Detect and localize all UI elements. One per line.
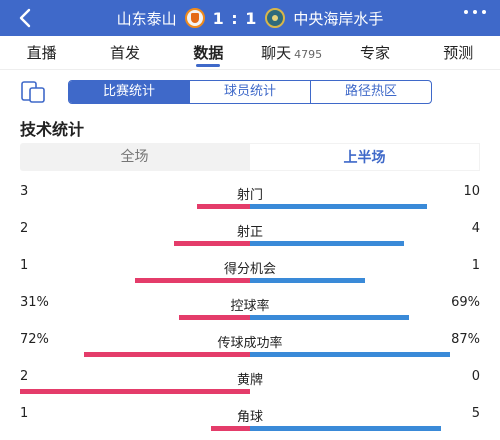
home-value: 2	[20, 221, 29, 236]
stat-row: 1 角球 5	[0, 402, 500, 439]
period-full-match[interactable]: 全场	[120, 149, 149, 165]
home-bar	[174, 241, 250, 246]
subtab-player-stats[interactable]: 球员统计	[190, 81, 311, 103]
stat-row: 2 射正 4	[0, 217, 500, 254]
away-value: 0	[471, 369, 480, 384]
home-bar	[20, 389, 250, 394]
stat-name: 黄牌	[236, 373, 263, 388]
tab-prediction[interactable]: 预测	[417, 36, 500, 69]
more-options-icon[interactable]	[464, 10, 486, 14]
subtab-match-stats[interactable]: 比赛统计	[69, 81, 190, 103]
away-value: 4	[471, 221, 480, 236]
tab-label: 直播	[26, 44, 57, 62]
tab-label: 专家	[359, 44, 390, 62]
away-team-name: 中央海岸水手	[293, 9, 384, 28]
tab-data[interactable]: 数据	[167, 36, 250, 69]
stat-row: 3 射门 10	[0, 180, 500, 217]
away-bar	[250, 241, 404, 246]
section-title: 技术统计	[20, 120, 85, 139]
subtab-heatmap[interactable]: 路径热区	[344, 84, 397, 99]
tab-chat[interactable]: 聊天 4795	[250, 36, 333, 69]
away-value: 1	[471, 258, 480, 273]
home-bar	[197, 204, 250, 209]
stat-row: 72% 传球成功率 87%	[0, 328, 500, 365]
away-value: 69%	[451, 295, 480, 310]
stat-name: 射正	[236, 225, 263, 240]
away-bar	[250, 426, 441, 431]
chat-count: 4795	[294, 48, 323, 61]
stat-name: 传球成功率	[217, 336, 283, 351]
away-value: 87%	[451, 332, 480, 347]
stats-list: 3 射门 10 2 射正 4 1 得分机会 1 31% 控球率 69% 72% …	[0, 180, 500, 439]
away-bar	[250, 278, 365, 283]
away-bar	[250, 315, 409, 320]
home-bar	[135, 278, 250, 283]
stats-subtabs: 比赛统计 球员统计 路径热区	[68, 80, 432, 104]
main-tabs: 直播 首发 数据 聊天 4795 专家 预测	[0, 36, 500, 70]
tab-label: 数据	[193, 44, 224, 62]
tab-experts[interactable]: 专家	[333, 36, 416, 69]
stat-row: 2 黄牌 0	[0, 365, 500, 402]
home-value: 72%	[20, 332, 49, 347]
period-first-half[interactable]: 上半场	[249, 143, 480, 171]
home-bar	[84, 352, 250, 357]
period-toggle: 全场 上半场	[20, 143, 480, 171]
stat-row: 31% 控球率 69%	[0, 291, 500, 328]
tab-lineup[interactable]: 首发	[83, 36, 166, 69]
stat-name: 得分机会	[223, 262, 276, 277]
away-value: 10	[463, 184, 480, 199]
tab-label: 首发	[109, 44, 140, 62]
stat-name: 射门	[236, 188, 263, 203]
tab-label: 预测	[443, 44, 474, 62]
stat-name: 角球	[236, 410, 263, 425]
home-team-logo-icon	[184, 8, 205, 28]
home-team-name: 山东泰山	[116, 9, 177, 28]
away-bar	[250, 352, 450, 357]
away-value: 5	[471, 406, 480, 421]
home-value: 2	[20, 369, 29, 384]
home-value: 31%	[20, 295, 49, 310]
stat-row: 1 得分机会 1	[0, 254, 500, 291]
home-bar	[179, 315, 250, 320]
match-score: 1 : 1	[212, 8, 258, 28]
home-value: 1	[20, 406, 29, 421]
back-arrow-icon[interactable]	[14, 6, 38, 30]
away-bar	[250, 204, 427, 209]
document-icon[interactable]	[20, 80, 46, 104]
home-value: 1	[20, 258, 29, 273]
match-summary: 山东泰山 1 : 1 中央海岸水手	[0, 0, 500, 36]
tab-label: 聊天	[261, 44, 292, 62]
home-value: 3	[20, 184, 29, 199]
tab-live[interactable]: 直播	[0, 36, 83, 69]
match-header: 山东泰山 1 : 1 中央海岸水手	[0, 0, 500, 36]
home-bar	[211, 426, 250, 431]
away-team-logo-icon	[265, 8, 286, 28]
stat-name: 控球率	[230, 299, 270, 314]
